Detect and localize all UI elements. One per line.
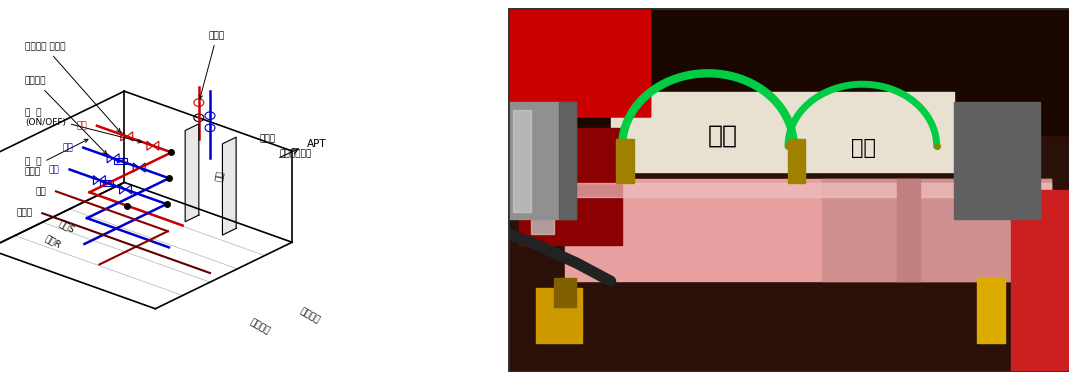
Bar <box>114 158 127 164</box>
Text: 소방: 소방 <box>76 121 87 130</box>
Bar <box>617 139 634 183</box>
FancyBboxPatch shape <box>508 8 651 117</box>
Polygon shape <box>222 137 236 235</box>
Bar <box>977 277 1005 343</box>
Text: 난방S: 난방S <box>57 218 76 234</box>
Bar <box>508 8 1069 135</box>
Bar <box>513 110 530 212</box>
Text: 온도계: 온도계 <box>260 135 276 144</box>
Text: APT: APT <box>307 139 326 149</box>
Text: 주접지단자로: 주접지단자로 <box>280 150 312 159</box>
Bar <box>954 103 1040 219</box>
Text: 밸  브
(ON/OFF): 밸 브 (ON/OFF) <box>25 108 142 143</box>
Bar <box>559 103 576 219</box>
Bar <box>610 92 954 172</box>
Text: 본딩: 본딩 <box>216 170 227 182</box>
Text: 난방R: 난방R <box>44 234 63 250</box>
Bar <box>508 103 576 219</box>
Bar <box>897 179 919 281</box>
Bar <box>564 183 1051 197</box>
Polygon shape <box>185 124 199 222</box>
Bar <box>822 179 1051 281</box>
Bar <box>537 288 583 343</box>
Bar <box>100 180 113 186</box>
Bar <box>1011 190 1069 372</box>
Text: 플렉시블 커넥터: 플렉시블 커넥터 <box>25 43 121 132</box>
Text: 급탕: 급탕 <box>49 165 60 174</box>
Text: 급수: 급수 <box>63 143 74 152</box>
Text: 환수: 환수 <box>35 187 46 196</box>
Text: 옥내공사: 옥내공사 <box>298 306 322 325</box>
Text: 압력계: 압력계 <box>199 31 224 99</box>
Text: 체크밸브: 체크밸브 <box>25 77 107 154</box>
Text: 급수: 급수 <box>708 124 738 147</box>
Bar <box>520 128 622 245</box>
Bar <box>554 277 576 307</box>
Text: 배  관
받침대: 배 관 받침대 <box>25 139 88 177</box>
Text: 기계실: 기계실 <box>16 209 32 218</box>
Text: 급탕: 급탕 <box>851 138 876 158</box>
Bar <box>530 139 554 234</box>
Bar <box>564 179 1051 281</box>
Bar <box>788 139 805 183</box>
Text: 옥외공사: 옥외공사 <box>249 318 272 336</box>
